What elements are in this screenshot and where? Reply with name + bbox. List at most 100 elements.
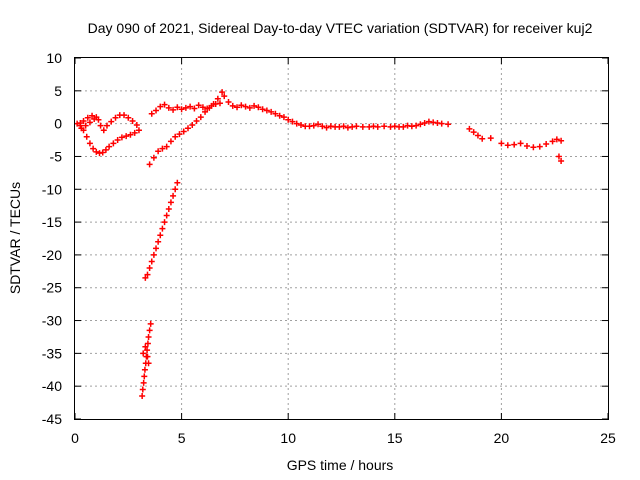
- data-point-main: [374, 123, 381, 130]
- x-tick-label: 5: [178, 430, 186, 446]
- plot-frame: [74, 57, 609, 420]
- data-point-main: [157, 103, 164, 110]
- data-point-main: [204, 105, 211, 112]
- data-point-main: [280, 114, 287, 121]
- data-point-descending-2: [163, 212, 170, 219]
- data-point-tail: [549, 138, 556, 145]
- data-point-loop: [135, 127, 142, 134]
- data-point-tail: [553, 136, 560, 143]
- data-point-descending-2: [155, 238, 162, 245]
- data-point-loop: [103, 122, 110, 129]
- data-point-rise: [172, 133, 179, 140]
- x-tick-label: 0: [71, 430, 79, 446]
- y-tick-label: -20: [42, 247, 62, 263]
- data-point-main: [178, 106, 185, 113]
- data-point-loop: [93, 148, 100, 155]
- data-point-descending-2: [144, 271, 151, 278]
- data-point-descending-2: [148, 258, 155, 265]
- data-point-loop: [127, 131, 134, 138]
- data-point-loop: [99, 149, 106, 156]
- data-point-tail: [487, 135, 494, 142]
- data-point-descending-1: [141, 366, 148, 373]
- data-point-main: [148, 110, 155, 117]
- data-point-loop: [97, 122, 104, 129]
- data-point-tail: [498, 140, 505, 147]
- y-tick-label: 5: [54, 83, 62, 99]
- y-tick-label: -30: [42, 313, 62, 329]
- data-point-loop: [108, 118, 115, 125]
- data-point-tail: [558, 137, 565, 144]
- data-point-main: [268, 108, 275, 115]
- data-point-loop: [116, 112, 123, 119]
- data-point-rise: [150, 154, 157, 161]
- data-point-loop: [89, 112, 96, 119]
- data-point-main: [153, 107, 160, 114]
- data-point-main: [242, 103, 249, 110]
- data-point-loop: [114, 137, 121, 144]
- data-point-loop: [86, 140, 93, 147]
- data-point-tail: [470, 129, 477, 136]
- data-point-descending-1: [140, 350, 147, 357]
- data-point-rise: [180, 128, 187, 135]
- data-point-main: [445, 121, 452, 128]
- data-point-rise: [167, 138, 174, 145]
- data-point-loop: [118, 134, 125, 141]
- data-point-tail: [511, 141, 518, 148]
- data-point-descending-1: [146, 327, 153, 334]
- data-point-tail: [523, 142, 530, 149]
- data-point-loop: [106, 143, 113, 150]
- y-tick-label: -5: [50, 148, 63, 164]
- y-tick-label: -10: [42, 181, 62, 197]
- data-point-descending-1: [147, 320, 154, 327]
- data-point-tail: [543, 140, 550, 147]
- data-point-main: [199, 104, 206, 111]
- data-point-main: [234, 104, 241, 111]
- data-point-rise: [155, 148, 162, 155]
- x-axis-label: GPS time / hours: [287, 457, 394, 473]
- data-point-main: [246, 104, 253, 111]
- grid: [75, 58, 608, 419]
- data-point-descending-2: [159, 225, 166, 232]
- data-point-loop: [110, 140, 117, 147]
- data-point-main: [170, 106, 177, 113]
- data-point-rise: [146, 161, 153, 168]
- data-point-main: [259, 106, 266, 113]
- data-point-descending-1: [142, 343, 149, 350]
- data-point-descending-2: [150, 251, 157, 258]
- x-tick-label: 15: [387, 430, 403, 446]
- data-point-loop: [133, 121, 140, 128]
- data-point-descending-1: [144, 347, 151, 354]
- data-point-rise: [159, 145, 166, 152]
- data-point-main: [182, 104, 189, 111]
- data-point-main: [297, 121, 304, 128]
- data-point-descending-1: [144, 340, 151, 347]
- data-point-main: [216, 100, 223, 107]
- data-point-loop: [78, 125, 85, 132]
- data-point-main: [255, 104, 262, 111]
- data-point-tail: [530, 144, 537, 151]
- data-point-descending-1: [144, 353, 151, 360]
- axis-ticks: 0 5 10 15 20 25 10 5 0 -5 -10 -15 -20 -25 -30 -35 -40 -45: [42, 50, 616, 446]
- data-point-main: [319, 123, 326, 130]
- y-tick-label: -15: [42, 214, 62, 230]
- data-point-main: [229, 102, 236, 109]
- data-point-main: [187, 103, 194, 110]
- x-tick-label: 10: [280, 430, 296, 446]
- data-point-descending-1: [145, 333, 152, 340]
- data-point-loop: [77, 119, 84, 126]
- data-point-main: [438, 120, 445, 127]
- data-point-main: [263, 107, 270, 114]
- data-point-loop: [80, 118, 87, 125]
- data-point-descending-2: [170, 192, 177, 199]
- y-tick-label: 0: [54, 116, 62, 132]
- data-point-main: [315, 121, 322, 128]
- data-point-main: [251, 102, 258, 109]
- chart-title: Day 090 of 2021, Sidereal Day-to-day VTE…: [88, 20, 593, 36]
- y-tick-label: -35: [42, 345, 62, 361]
- data-point-loop: [83, 133, 90, 140]
- data-point-main: [272, 110, 279, 117]
- data-point-rise: [193, 118, 200, 125]
- data-point-descending-2: [157, 232, 164, 239]
- data-point-main: [238, 102, 245, 109]
- data-point-main: [421, 119, 428, 126]
